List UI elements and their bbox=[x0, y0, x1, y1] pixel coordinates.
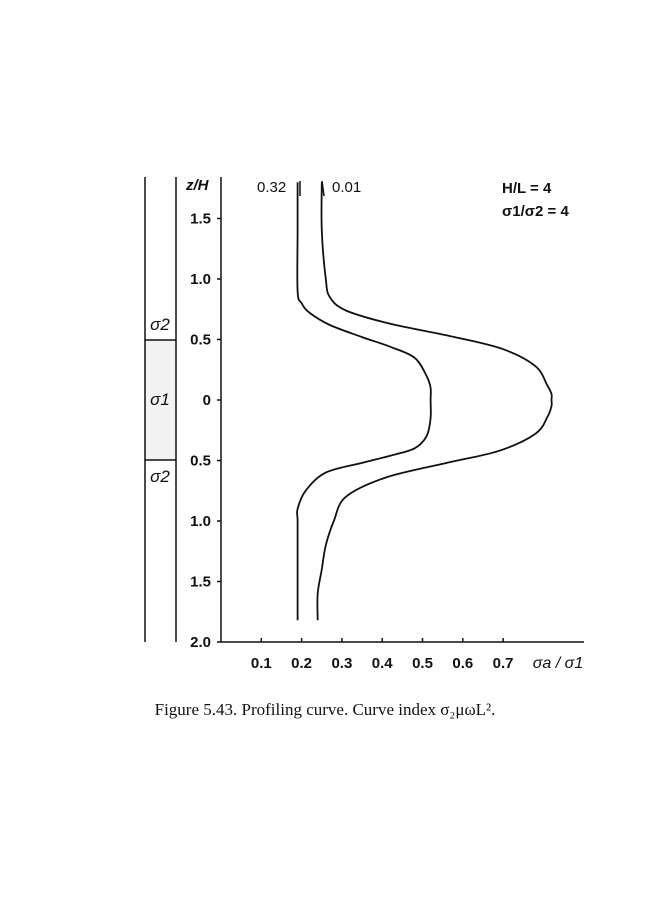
curve-0.01 bbox=[316, 182, 553, 621]
curves bbox=[296, 182, 553, 621]
curve-label-0.32: 0.32 bbox=[257, 179, 286, 196]
y-axis-label: z/H bbox=[185, 177, 210, 194]
param-hl: H/L = 4 bbox=[502, 180, 552, 197]
x-tick-label: 0.7 bbox=[493, 655, 514, 672]
layer-label-bottom: σ2 bbox=[150, 467, 170, 486]
x-tick-label: 0.6 bbox=[452, 655, 473, 672]
curve-0.32 bbox=[296, 182, 432, 621]
x-axis-label: σa / σ1 bbox=[533, 655, 583, 672]
param-ratio: σ1/σ2 = 4 bbox=[502, 203, 569, 220]
curve-label-0.01: 0.01 bbox=[332, 179, 361, 196]
y-tick-label: 1.0 bbox=[190, 271, 211, 288]
y-tick-label: 2.0 bbox=[190, 634, 211, 651]
x-tick-label: 0.1 bbox=[251, 655, 272, 672]
x-tick-label: 0.5 bbox=[412, 655, 433, 672]
x-ticks: 0.1 0.2 0.3 0.4 0.5 0.6 0.7 bbox=[251, 638, 514, 672]
x-tick-label: 0.4 bbox=[372, 655, 394, 672]
y-tick-label: 0 bbox=[203, 392, 211, 409]
layer-column: σ2 σ1 σ2 bbox=[144, 177, 177, 642]
y-tick-label: 0.5 bbox=[190, 453, 211, 470]
y-ticks: 1.5 1.0 0.5 0 0.5 1.0 1.5 2.0 bbox=[190, 211, 221, 651]
y-tick-label: 1.5 bbox=[190, 211, 211, 228]
figure-caption: Figure 5.43. Profiling curve. Curve inde… bbox=[154, 700, 496, 719]
curve-label-leader-0.01 bbox=[321, 180, 325, 197]
x-tick-label: 0.3 bbox=[331, 655, 352, 672]
x-tick-label: 0.2 bbox=[291, 655, 312, 672]
y-tick-label: 0.5 bbox=[190, 332, 211, 349]
layer-label-middle: σ1 bbox=[150, 390, 170, 409]
y-tick-label: 1.5 bbox=[190, 574, 211, 591]
layer-label-top: σ2 bbox=[150, 315, 170, 334]
layer-sigma1-fill bbox=[145, 340, 176, 460]
y-tick-label: 1.0 bbox=[190, 513, 211, 530]
